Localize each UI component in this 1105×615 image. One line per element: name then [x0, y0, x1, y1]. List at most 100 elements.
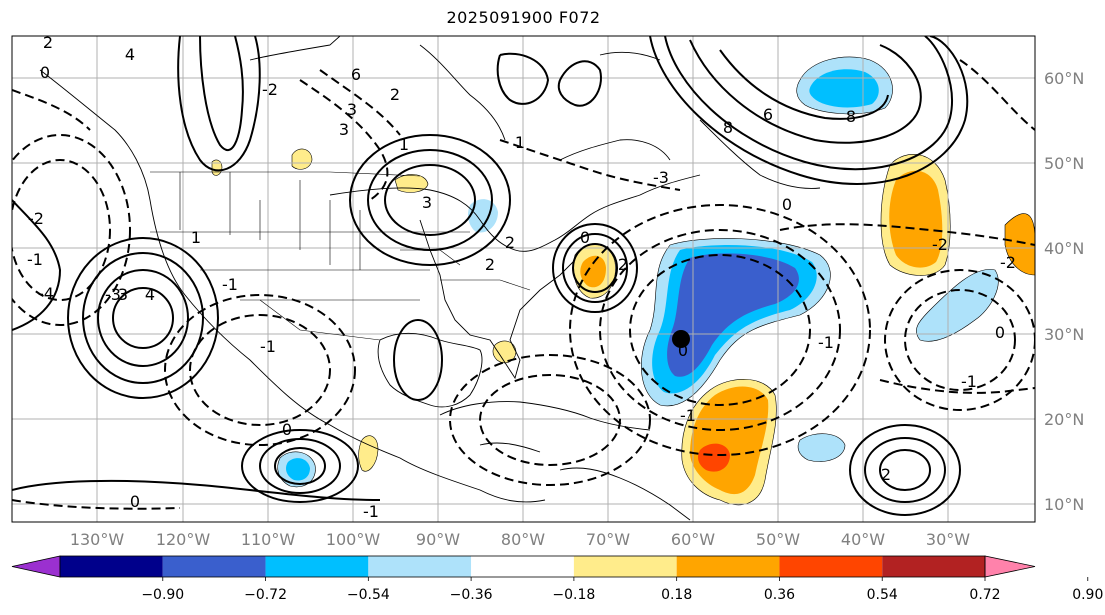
contour-label: -2 — [932, 235, 948, 254]
contour-label: 4 — [125, 45, 135, 64]
contour-label: 3 — [347, 100, 357, 119]
contour-label: 6 — [763, 105, 773, 124]
shading-yellow-pacific — [358, 435, 379, 472]
lat-tick-label: 60°N — [1044, 69, 1084, 88]
colorbar-segment — [471, 556, 574, 577]
colorbar-tick-label: −0.36 — [450, 587, 493, 603]
shading-yellow-florida — [492, 340, 517, 364]
contour-label: -1 — [27, 250, 43, 269]
colorbar-segment — [162, 556, 266, 577]
colorbar-tick-label: 0.18 — [661, 587, 692, 603]
lon-tick-label: 60°W — [671, 530, 715, 549]
colorbar-segment — [676, 556, 780, 577]
contour-label: -1 — [818, 333, 834, 352]
colorbar-tick-label: −0.18 — [552, 587, 595, 603]
contour-label: 2 — [881, 465, 891, 484]
contour-label: 2 — [505, 233, 515, 252]
colorbar-segment — [573, 556, 677, 577]
contour-label: 3 — [118, 285, 128, 304]
contour-label: 4 — [145, 285, 155, 304]
colorbar-tick-label: −0.90 — [141, 587, 184, 603]
contour-label: 0 — [130, 492, 140, 511]
contour-label: 0 — [40, 63, 50, 82]
colorbar-extend-max — [984, 555, 1036, 578]
contour-label: 0 — [782, 195, 792, 214]
shaded-field — [211, 56, 1035, 506]
storm-center-marker — [672, 330, 690, 348]
lon-tick-label: 110°W — [241, 530, 296, 549]
colorbar-segment — [60, 556, 163, 577]
contour-label: 0 — [580, 228, 590, 247]
contour-label: 0 — [995, 323, 1005, 342]
contours-negative — [12, 59, 1035, 510]
colorbar-segment — [265, 556, 369, 577]
contour-label: 2 — [485, 255, 495, 274]
contour-label: 2 — [390, 85, 400, 104]
colorbar-outline — [59, 555, 986, 578]
map-frame — [11, 35, 1036, 523]
lon-tick-label: 130°W — [70, 530, 125, 549]
colorbar-segment — [779, 556, 883, 577]
colorbar-tick-label: 0.36 — [764, 587, 795, 603]
shading-orange-coast — [580, 255, 606, 288]
political-borders — [150, 171, 531, 341]
coastlines — [39, 36, 821, 521]
shading-blue-east — [916, 269, 999, 342]
contour-label: -1 — [222, 275, 238, 294]
lon-tick-label: 120°W — [156, 530, 211, 549]
contour-label: -1 — [260, 337, 276, 356]
shading-yellow-greatplains — [291, 148, 313, 170]
lat-tick-label: 20°N — [1044, 410, 1084, 429]
contour-label: -2 — [262, 80, 278, 99]
contour-label: 6 — [351, 65, 361, 84]
lon-tick-label: 30°W — [926, 530, 970, 549]
lon-tick-label: 40°W — [841, 530, 885, 549]
contour-label: 3 — [422, 193, 432, 212]
contour-label: -3 — [105, 285, 121, 304]
contour-label: -4 — [38, 284, 54, 303]
lat-tick-label: 30°N — [1044, 325, 1084, 344]
lat-tick-label: 40°N — [1044, 239, 1084, 258]
contour-label: -1 — [363, 502, 379, 521]
colorbar: −0.90 −0.72 −0.54 −0.36 −0.18 0.18 0.36 0.54 0.7… — [11, 555, 1103, 603]
contour-label: 1 — [191, 228, 201, 247]
shading-yellow-ontario — [394, 174, 429, 193]
contour-label: 0 — [678, 341, 688, 360]
colorbar-segment — [368, 556, 472, 577]
contour-label: 1 — [399, 135, 409, 154]
colorbar-tick-label: 0.54 — [867, 587, 898, 603]
lon-tick-label: 90°W — [416, 530, 460, 549]
contour-label: 0 — [282, 420, 292, 439]
contour-label: 8 — [723, 118, 733, 137]
colorbar-tick-label: −0.54 — [347, 587, 390, 603]
contour-label: 3 — [339, 120, 349, 139]
lon-tick-label: 80°W — [501, 530, 545, 549]
shading-blue-mid-north — [809, 69, 879, 108]
shading-yellow-west — [211, 159, 223, 176]
colorbar-segment — [882, 556, 985, 577]
shading-orange-edge — [1004, 213, 1035, 276]
contour-label: 8 — [846, 107, 856, 126]
contour-label: -1 — [961, 372, 977, 391]
contour-label: -2 — [1000, 253, 1016, 272]
colorbar-tick-label: 0.90 — [1072, 587, 1103, 603]
shading-blue-small — [797, 433, 846, 462]
lon-tick-label: 100°W — [326, 530, 381, 549]
contour-label: -3 — [653, 168, 669, 187]
shading-red-caribbean — [698, 443, 730, 472]
latitude-ticks: 60°N 50°N 40°N 30°N 20°N 10°N — [1044, 69, 1084, 514]
lat-tick-label: 10°N — [1044, 495, 1084, 514]
lon-tick-label: 70°W — [586, 530, 630, 549]
map-title: 2025091900 F072 — [446, 8, 601, 27]
lat-tick-label: 50°N — [1044, 154, 1084, 173]
shading-blue-pacific-mid — [286, 458, 310, 481]
contour-label: 1 — [515, 133, 525, 152]
shading-orange-east — [889, 170, 943, 268]
shading-blue-dark-atlantic — [667, 253, 799, 377]
colorbar-tick-label: 0.72 — [969, 587, 1000, 603]
colorbar-tick-label: −0.72 — [244, 587, 287, 603]
contour-label: -2 — [28, 209, 44, 228]
lon-tick-label: 50°W — [756, 530, 800, 549]
